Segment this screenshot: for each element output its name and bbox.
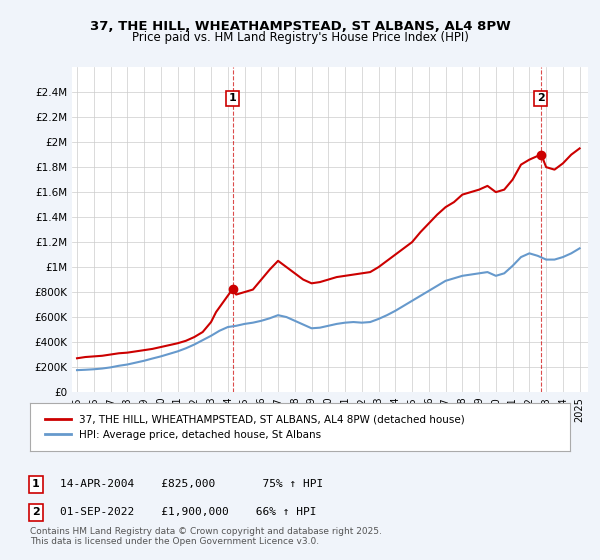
Text: 1: 1 [32, 479, 40, 489]
Text: 37, THE HILL, WHEATHAMPSTEAD, ST ALBANS, AL4 8PW: 37, THE HILL, WHEATHAMPSTEAD, ST ALBANS,… [89, 20, 511, 32]
Text: 14-APR-2004    £825,000       75% ↑ HPI: 14-APR-2004 £825,000 75% ↑ HPI [60, 479, 323, 489]
Text: 01-SEP-2022    £1,900,000    66% ↑ HPI: 01-SEP-2022 £1,900,000 66% ↑ HPI [60, 507, 317, 517]
Text: 2: 2 [32, 507, 40, 517]
Text: 1: 1 [229, 94, 236, 104]
Legend: 37, THE HILL, WHEATHAMPSTEAD, ST ALBANS, AL4 8PW (detached house), HPI: Average : 37, THE HILL, WHEATHAMPSTEAD, ST ALBANS,… [41, 410, 469, 444]
Text: 2: 2 [537, 94, 544, 104]
Text: Contains HM Land Registry data © Crown copyright and database right 2025.
This d: Contains HM Land Registry data © Crown c… [30, 526, 382, 546]
Text: Price paid vs. HM Land Registry's House Price Index (HPI): Price paid vs. HM Land Registry's House … [131, 31, 469, 44]
